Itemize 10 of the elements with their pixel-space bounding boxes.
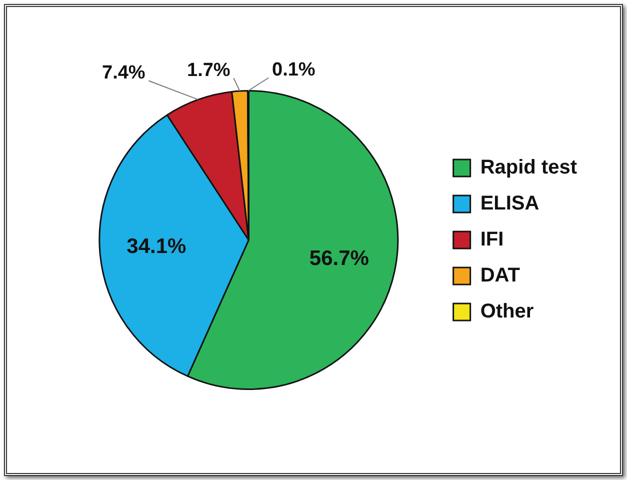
data-label: 1.7% [187,60,230,81]
data-label: 7.4% [102,62,146,84]
data-label: 56.7% [309,247,370,270]
data-label: 0.1% [272,59,316,80]
legend-label: ELISA [480,192,540,215]
legend-label: IFI [480,228,504,251]
legend-label: Rapid test [480,156,578,179]
legend-label: Other [480,300,534,323]
legend-label: DAT [480,264,520,287]
data-label: 34.1% [126,235,187,258]
